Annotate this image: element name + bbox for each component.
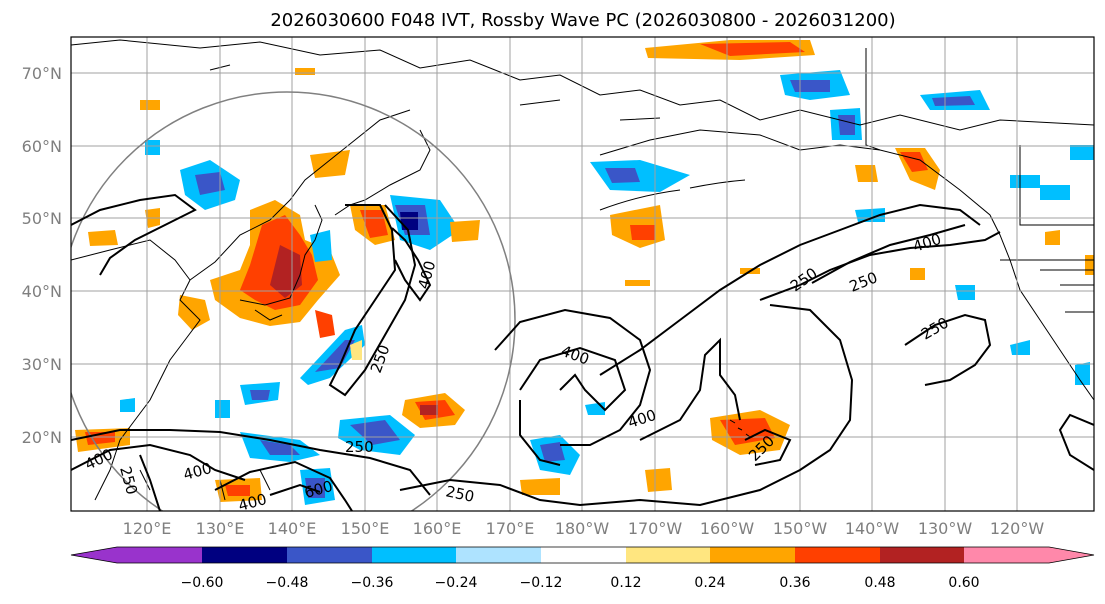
rossby-region-circle [71, 91, 516, 511]
colorbar-segment [710, 547, 795, 563]
lat-axis: 70°N 60°N 50°N 40°N 30°N 20°N [22, 64, 62, 447]
contour-label: 250 [345, 438, 374, 456]
colorbar-tick: −0.36 [351, 575, 394, 591]
colorbar-tick: 0.24 [694, 575, 725, 591]
colorbar-tick: −0.48 [266, 575, 309, 591]
graticule [71, 37, 1094, 511]
lon-label: 140°E [268, 519, 317, 538]
lat-label: 70°N [22, 64, 62, 83]
colorbar-segment [202, 547, 287, 563]
colorbar-segment [795, 547, 880, 563]
colorbar: −0.60 −0.48 −0.36 −0.24 −0.12 0.12 0.24 … [70, 546, 1095, 591]
lat-label: 20°N [22, 428, 62, 447]
lon-label: 170°E [486, 519, 535, 538]
colorbar-tick: −0.24 [435, 575, 478, 591]
lon-label: 120°W [990, 519, 1045, 538]
colorbar-segment [964, 547, 1049, 563]
map-area: 250 400 250 250 400 400 250 400 600 400 … [71, 37, 1094, 515]
colorbar-segment [626, 547, 710, 563]
colorbar-extend-high [1049, 547, 1094, 563]
lat-label: 60°N [22, 137, 62, 156]
colorbar-segment [287, 547, 372, 563]
colorbar-segment [456, 547, 541, 563]
lat-label: 30°N [22, 355, 62, 374]
colorbar-tick: −0.60 [181, 575, 224, 591]
lat-label: 40°N [22, 282, 62, 301]
colorbar-extend-low [71, 547, 117, 563]
colorbar-segment [541, 547, 626, 563]
lon-label: 130°W [918, 519, 973, 538]
anomaly-shading [75, 40, 1094, 505]
colorbar-tick: 0.60 [948, 575, 979, 591]
lon-label: 180°W [555, 519, 610, 538]
colorbar-tick: 0.12 [610, 575, 641, 591]
contour-label: 400 [236, 490, 268, 515]
map-title: 2026030600 F048 IVT, Rossby Wave PC (202… [270, 10, 895, 31]
lon-axis: 120°E 130°E 140°E 150°E 160°E 170°E 180°… [123, 519, 1045, 538]
lon-label: 120°E [123, 519, 172, 538]
ivt-contours [71, 193, 1094, 511]
lat-label: 50°N [22, 209, 62, 228]
contour-label: 250 [444, 482, 476, 506]
lon-label: 170°W [628, 519, 683, 538]
colorbar-tick: −0.12 [520, 575, 563, 591]
lon-label: 150°W [773, 519, 828, 538]
colorbar-tick: 0.36 [779, 575, 810, 591]
colorbar-segment [880, 547, 964, 563]
lon-label: 150°E [341, 519, 390, 538]
lon-label: 130°E [196, 519, 245, 538]
lon-label: 160°E [413, 519, 462, 538]
lon-label: 160°W [700, 519, 755, 538]
colorbar-tick: 0.48 [864, 575, 895, 591]
map-frame [70, 36, 1095, 512]
lon-label: 140°W [845, 519, 900, 538]
colorbar-segment [372, 547, 456, 563]
colorbar-segment [117, 547, 202, 563]
